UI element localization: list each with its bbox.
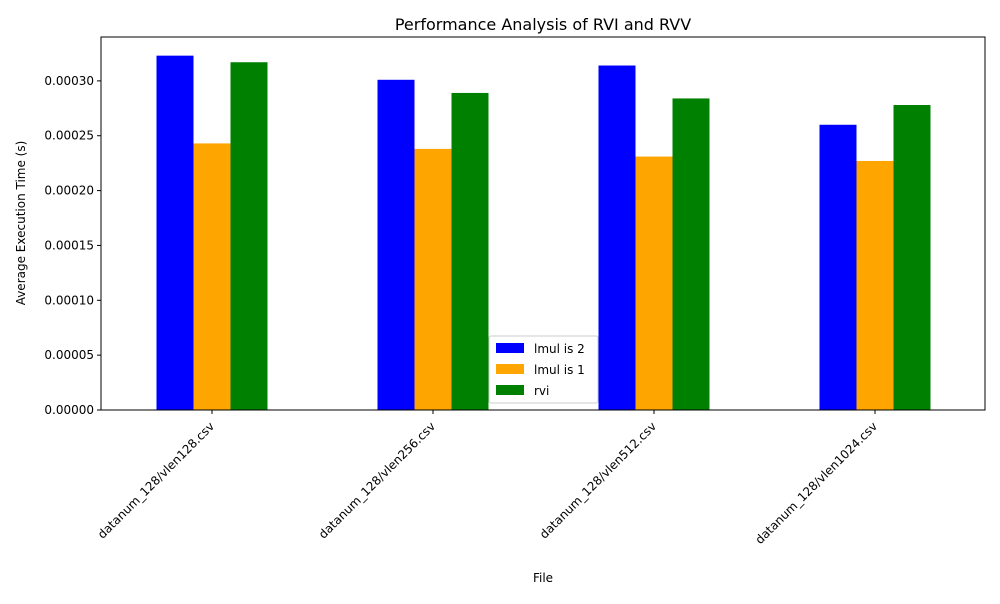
legend: lmul is 2 lmul is 1 rvi xyxy=(488,335,599,404)
bar-lmul-is-2-1 xyxy=(156,55,194,411)
x-axis: datanum_128/vlen128.csv datanum_128/vlen2… xyxy=(95,410,880,547)
bar-lmul-is-1-2 xyxy=(414,148,452,410)
legend-swatch-3 xyxy=(496,385,524,395)
bar-lmul-is-2-2 xyxy=(377,79,415,410)
bar-rvi-3 xyxy=(672,98,710,410)
bar-lmul-is-2-3 xyxy=(598,65,636,411)
legend-label-3: rvi xyxy=(534,384,549,398)
y-axis: 0.00000 0.00005 0.00010 0.00015 0.00020 0.000… xyxy=(44,74,101,417)
y-tick-label: 0.00015 xyxy=(44,238,94,252)
y-tick-label: 0.00030 xyxy=(44,74,94,88)
bar-lmul-is-2-4 xyxy=(819,124,857,410)
x-tick-label: datanum_128/vlen1024.csv xyxy=(752,419,880,547)
bar-lmul-is-1-3 xyxy=(635,156,673,410)
bar-lmul-is-1-4 xyxy=(856,160,894,410)
bar-rvi-2 xyxy=(451,92,489,410)
y-axis-label: Average Execution Time (s) xyxy=(14,141,28,306)
x-tick-label: datanum_128/vlen256.csv xyxy=(316,419,438,541)
y-tick-label: 0.00020 xyxy=(44,184,94,198)
y-tick-label: 0.00010 xyxy=(44,293,94,307)
y-tick-label: 0.00000 xyxy=(44,403,94,417)
bar-rvi-4 xyxy=(893,105,931,411)
x-tick-label: datanum_128/vlen512.csv xyxy=(537,419,659,541)
plot-frame xyxy=(100,36,986,411)
y-tick-label: 0.00005 xyxy=(44,348,94,362)
bars-layer xyxy=(156,55,931,411)
legend-swatch-2 xyxy=(496,364,524,374)
y-tick-label: 0.00025 xyxy=(44,129,94,143)
chart-title: Performance Analysis of RVI and RVV xyxy=(395,15,691,34)
x-axis-label: File xyxy=(533,571,553,585)
x-tick-label: datanum_128/vlen128.csv xyxy=(95,419,217,541)
bar-rvi-1 xyxy=(230,62,268,410)
legend-swatch-1 xyxy=(496,343,524,353)
bar-lmul-is-1-1 xyxy=(193,143,231,410)
legend-label-2: lmul is 1 xyxy=(534,363,585,377)
legend-label-1: lmul is 2 xyxy=(534,342,585,356)
